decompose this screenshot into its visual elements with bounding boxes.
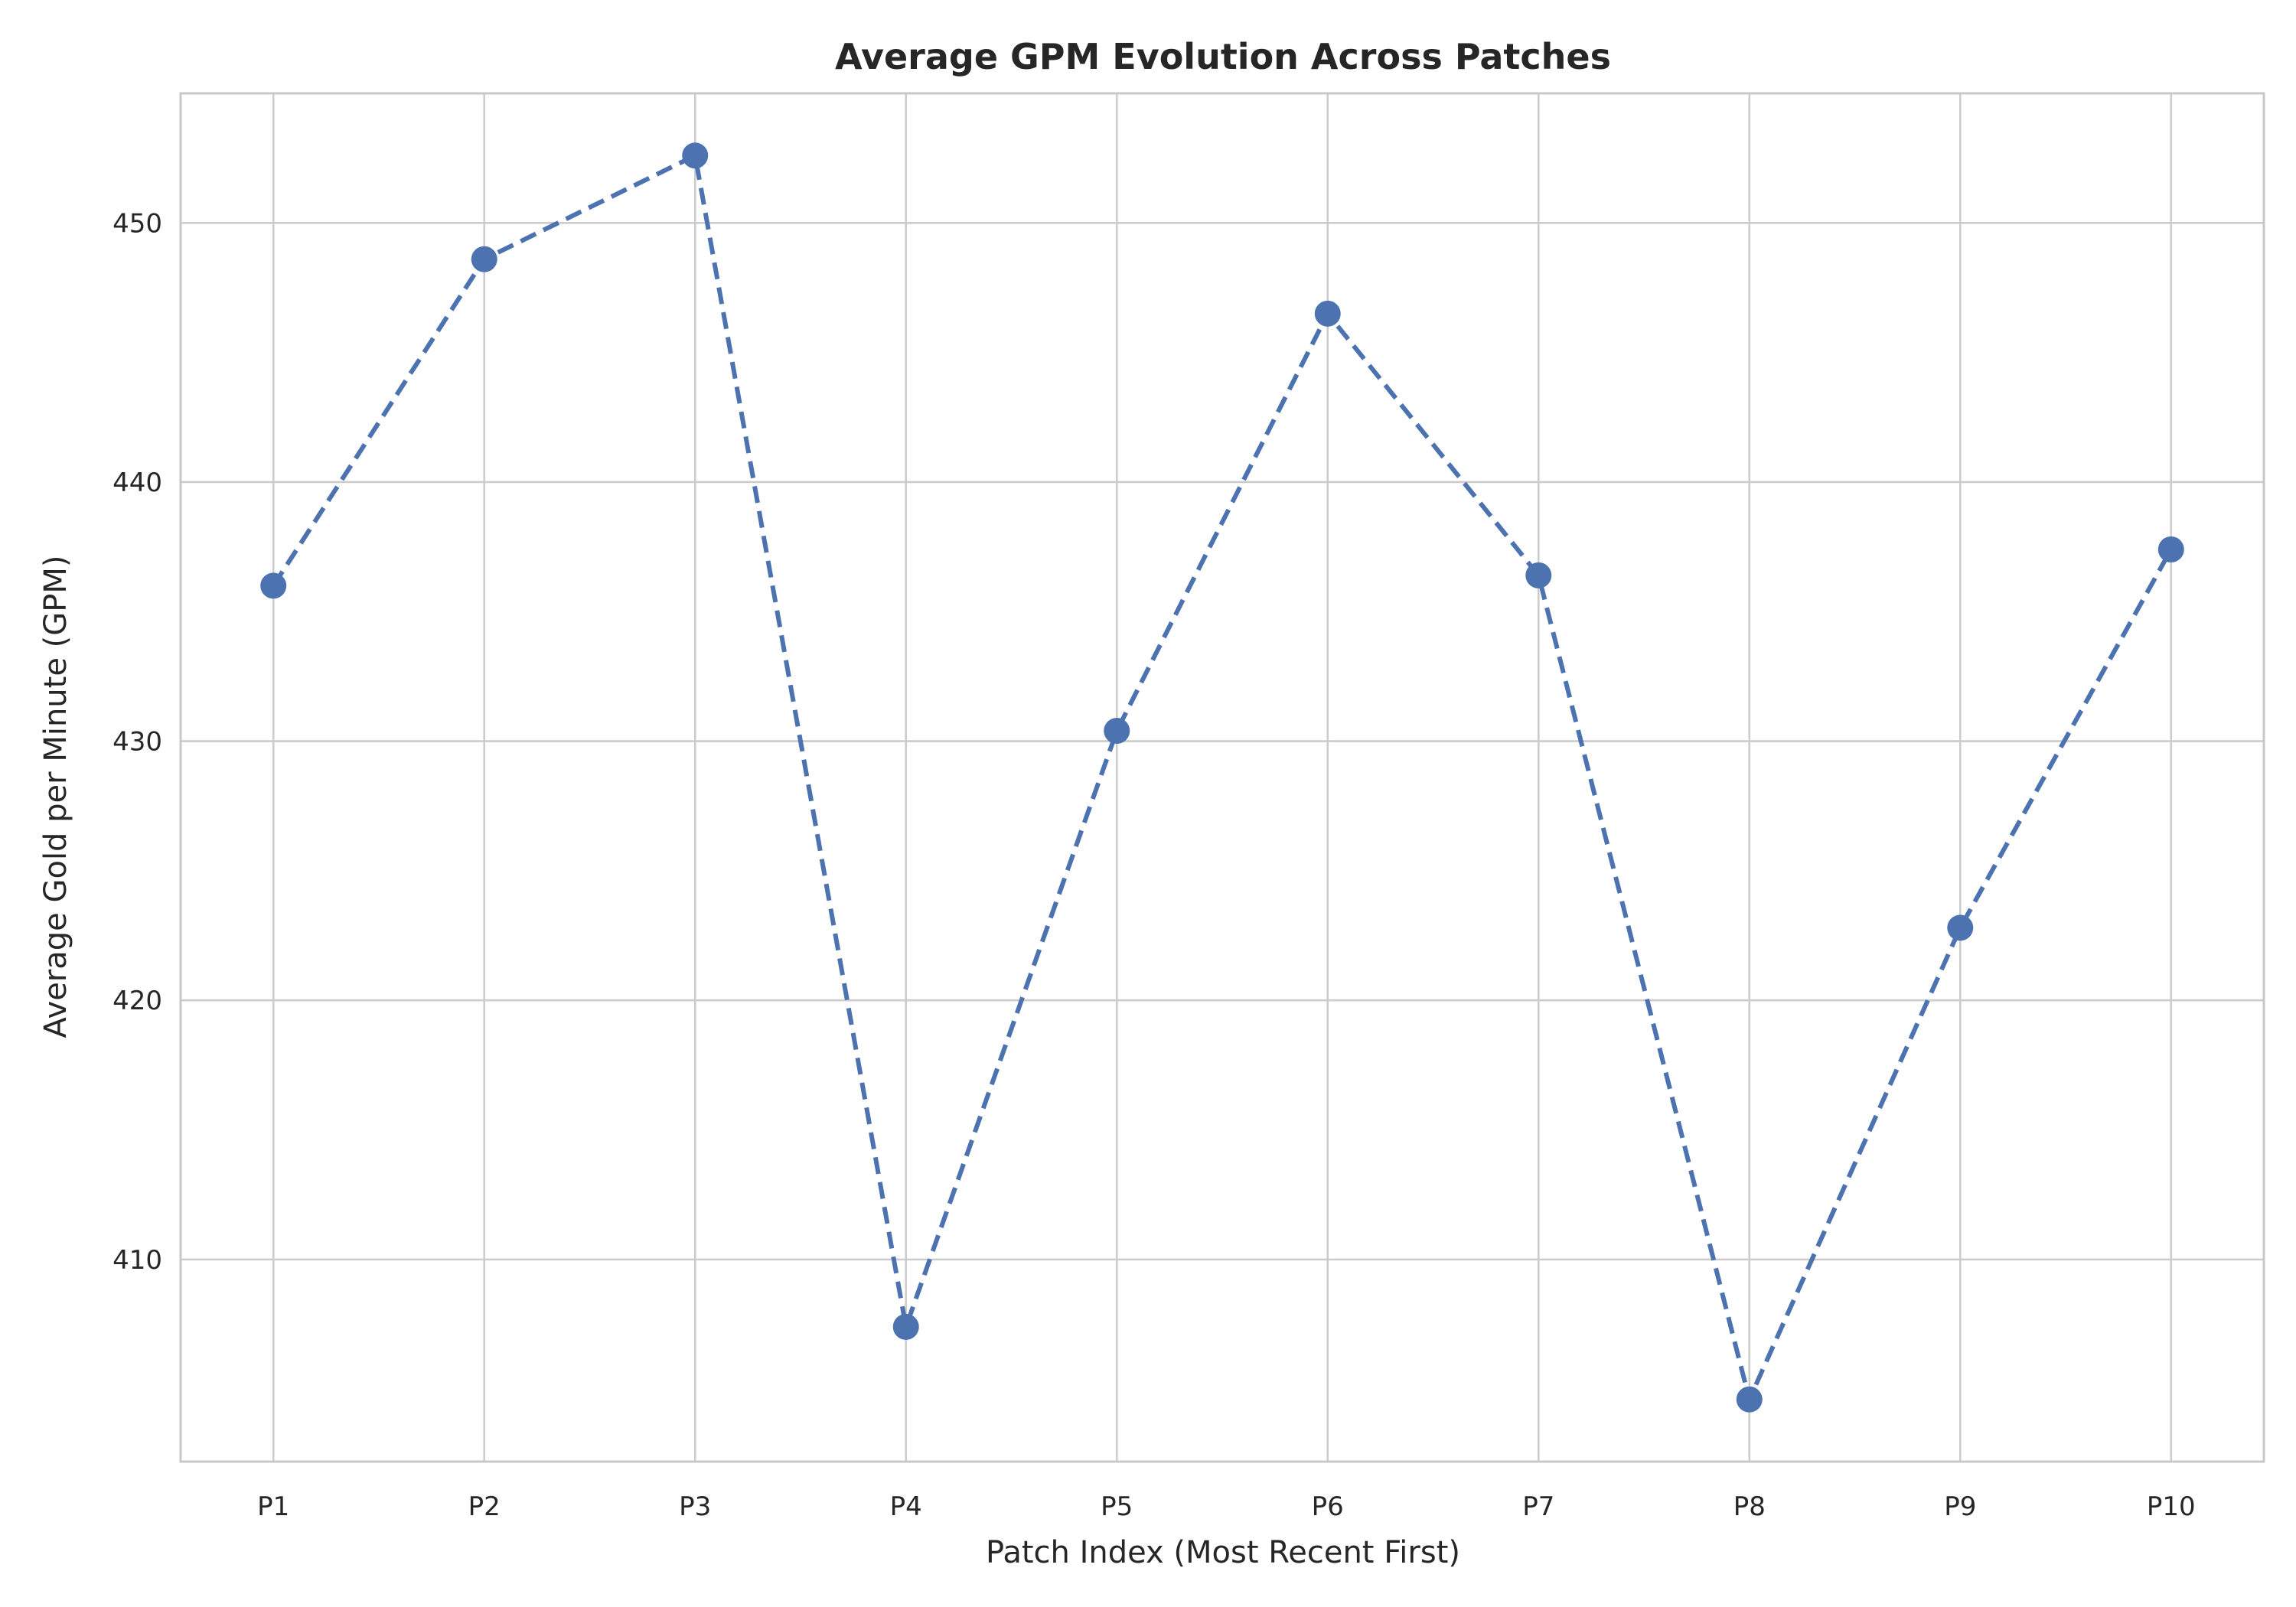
x-tick-label: P6 [1312, 1491, 1344, 1522]
x-tick-label: P4 [890, 1491, 922, 1522]
data-point [1104, 718, 1130, 745]
data-point [1736, 1386, 1763, 1413]
x-tick-label: P9 [1944, 1491, 1976, 1522]
x-axis-label: Patch Index (Most Recent First) [986, 1535, 1460, 1570]
x-tick-label: P3 [679, 1491, 711, 1522]
grid [181, 93, 2264, 1462]
data-point [471, 246, 497, 272]
axes-frame [179, 92, 2265, 1463]
x-tick-label: P8 [1733, 1491, 1766, 1522]
data-point [1947, 914, 1974, 941]
y-tick-label: 410 [113, 1245, 162, 1276]
series-layer [260, 142, 2184, 1413]
x-tick-label: P2 [468, 1491, 501, 1522]
x-tick-label: P1 [257, 1491, 289, 1522]
x-tick-label: P10 [2147, 1491, 2196, 1522]
data-point [1314, 300, 1341, 327]
series-line [271, 153, 2174, 1402]
data-point [892, 1313, 919, 1340]
x-tick-label: P7 [1522, 1491, 1554, 1522]
tick-labels: P1 P2 P3 P4 P5 P6 P7 P8 P9 P10 410 420 430 440 450 [113, 208, 2196, 1522]
chart-title: Average GPM Evolution Across Patches [835, 36, 1611, 77]
y-tick-label: 450 [113, 208, 162, 239]
y-tick-label: 420 [113, 986, 162, 1016]
x-tick-label: P5 [1101, 1491, 1133, 1522]
data-point [682, 142, 709, 169]
data-point [260, 572, 287, 599]
data-point [2157, 536, 2184, 562]
y-axis-label: Average Gold per Minute (GPM) [38, 556, 73, 1038]
data-point [1525, 562, 1552, 588]
y-tick-label: 430 [113, 727, 162, 758]
y-tick-label: 440 [113, 468, 162, 498]
